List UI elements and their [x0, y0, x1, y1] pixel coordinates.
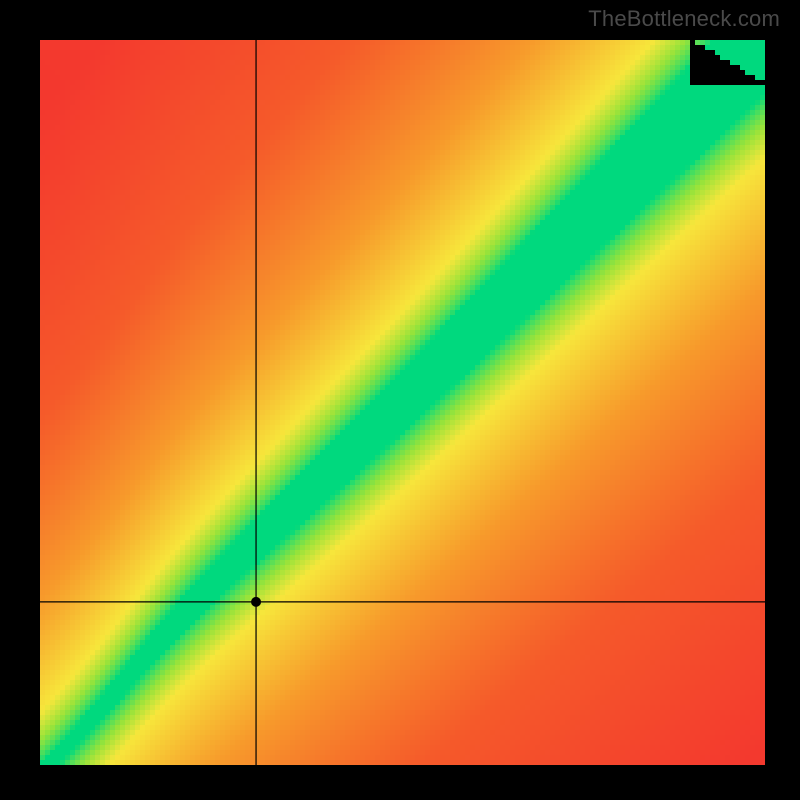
heatmap-canvas: [40, 40, 765, 765]
watermark-text: TheBottleneck.com: [588, 6, 780, 32]
chart-container: TheBottleneck.com: [0, 0, 800, 800]
plot-area: [40, 40, 765, 765]
